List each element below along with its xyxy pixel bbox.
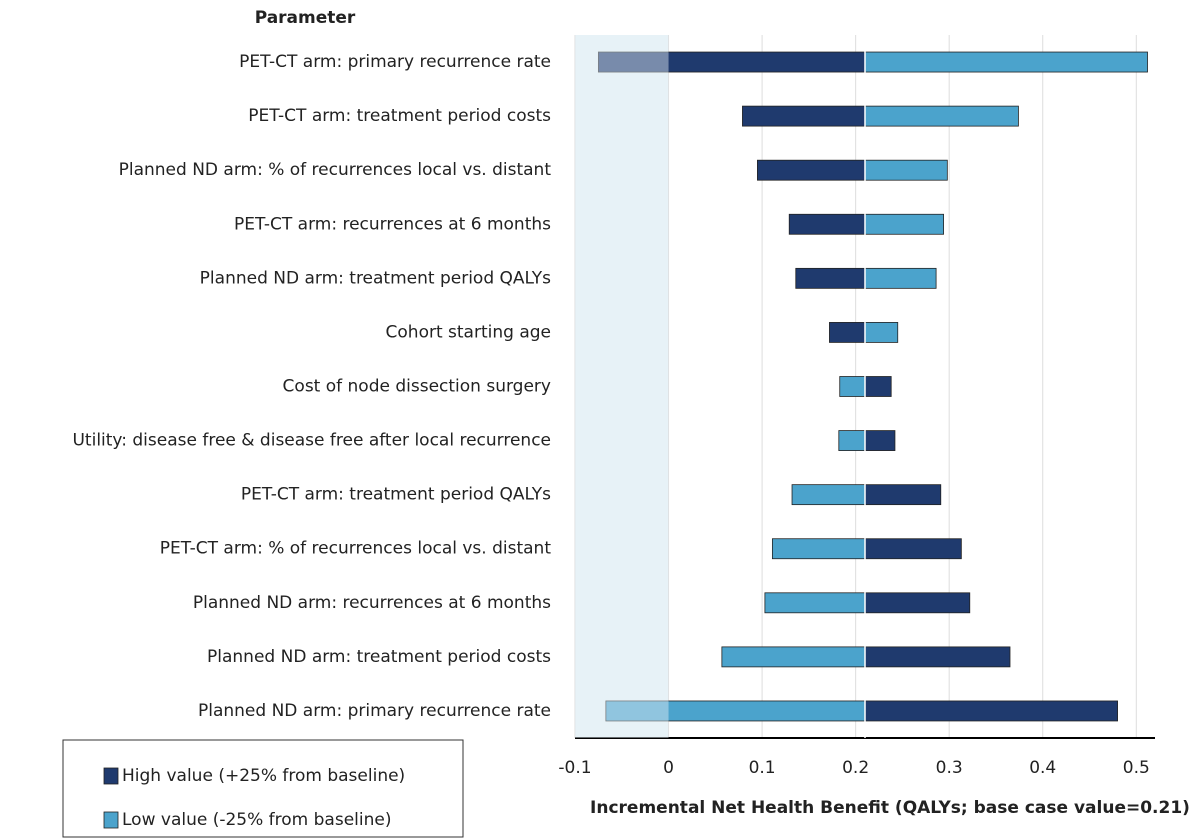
bar (791, 484, 866, 506)
y-tick-label: Planned ND arm: treatment period QALYs (200, 268, 551, 288)
bar (864, 538, 962, 560)
header: Parameter (255, 8, 356, 28)
bar (829, 322, 866, 343)
bar (788, 213, 866, 235)
y-tick-label: Planned ND arm: recurrences at 6 months (193, 593, 551, 613)
legend-label: High value (+25% from baseline) (122, 766, 405, 786)
bar (864, 376, 892, 397)
bar (721, 646, 866, 668)
x-axis-title: Incremental Net Health Benefit (QALYs; b… (590, 798, 1190, 818)
shaded-region (575, 35, 669, 738)
bar (864, 213, 944, 235)
bar (864, 646, 1011, 668)
y-tick-label: Planned ND arm: % of recurrences local v… (119, 160, 552, 180)
y-tick-label: PET-CT arm: recurrences at 6 months (234, 214, 551, 234)
y-tick-label: Utility: disease free & disease free aft… (72, 431, 551, 451)
bar (764, 592, 866, 614)
x-tick-label: -0.1 (558, 758, 591, 778)
bar (864, 322, 899, 343)
y-tick-label: PET-CT arm: % of recurrences local vs. d… (160, 539, 552, 559)
bar (864, 484, 942, 506)
y-tick-label: PET-CT arm: treatment period QALYs (241, 485, 551, 505)
legend-swatch (103, 811, 119, 829)
bar (864, 159, 948, 181)
bar (864, 267, 937, 289)
shaded-overlay (575, 35, 669, 738)
bar (838, 430, 866, 451)
x-tick-label: 0.4 (1029, 758, 1056, 778)
bar (742, 105, 866, 127)
y-tick-label: PET-CT arm: primary recurrence rate (239, 52, 551, 72)
bar (864, 592, 971, 614)
bar (839, 376, 866, 397)
bar (864, 105, 1019, 127)
y-tick-label: Cohort starting age (386, 322, 551, 342)
y-tick-label: Cost of node dissection surgery (283, 377, 551, 397)
y-tick-label: Planned ND arm: primary recurrence rate (198, 701, 551, 721)
bar (864, 700, 1118, 722)
x-tick-label: 0.3 (936, 758, 963, 778)
y-tick-label: PET-CT arm: treatment period costs (248, 106, 551, 126)
x-tick-label: 0 (663, 758, 674, 778)
bar (864, 430, 896, 451)
bar (771, 538, 866, 560)
x-tick-label: 0.1 (749, 758, 776, 778)
bar (795, 267, 866, 289)
bar (864, 51, 1148, 73)
legend-swatch (103, 767, 119, 785)
bar (757, 159, 866, 181)
legend-label: Low value (-25% from baseline) (122, 810, 391, 830)
y-tick-label: Planned ND arm: treatment period costs (207, 647, 551, 667)
legend-box (62, 739, 464, 838)
x-tick-label: 0.2 (842, 758, 869, 778)
x-tick-label: 0.5 (1123, 758, 1150, 778)
